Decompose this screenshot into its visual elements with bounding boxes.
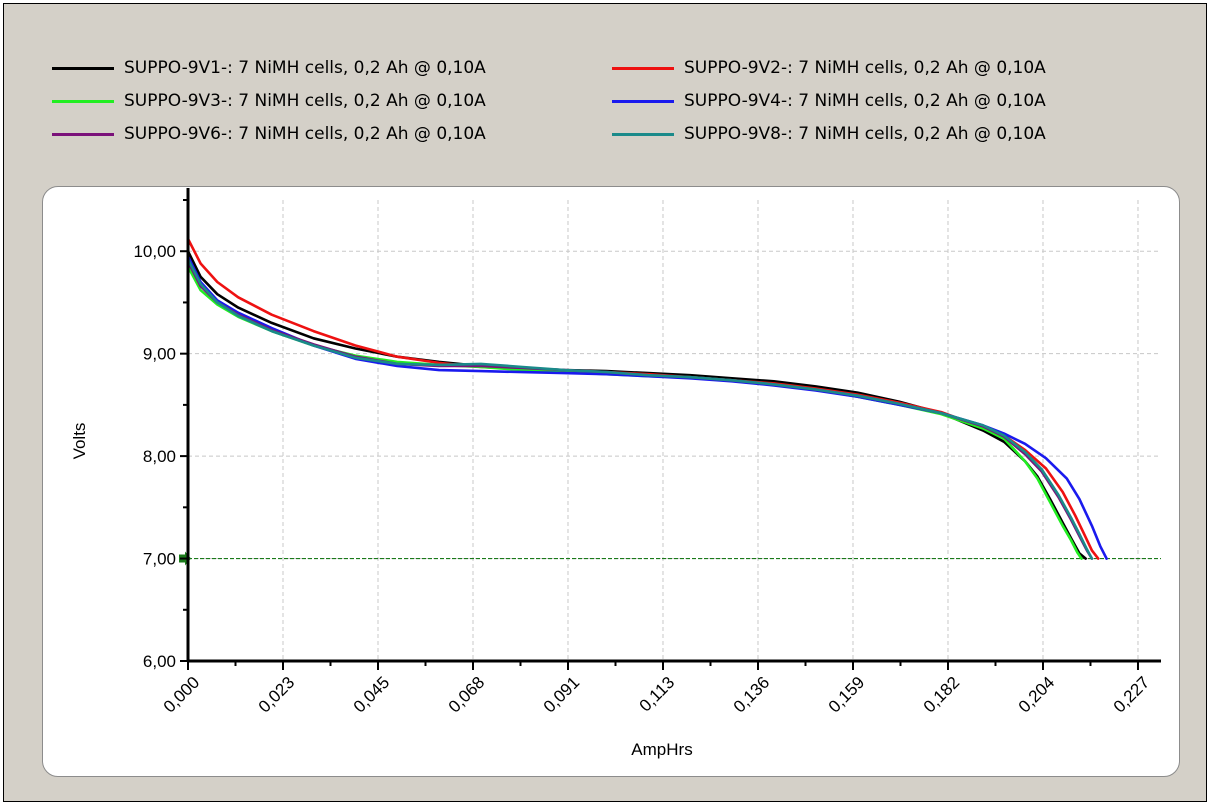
x-tick-label: 0,159 (825, 673, 869, 717)
legend-swatch-9v2 (612, 66, 674, 70)
y-tick-label: 10,00 (133, 242, 176, 261)
legend-item-9v2: SUPPO-9V2-: 7 NiMH cells, 0,2 Ah @ 0,10A (612, 54, 1046, 82)
chart-window: SUPPO-9V1-: 7 NiMH cells, 0,2 Ah @ 0,10A… (3, 3, 1207, 802)
x-tick-label: 0,000 (160, 673, 204, 717)
legend-swatch-9v1 (52, 66, 114, 70)
x-tick-label: 0,068 (445, 673, 489, 717)
legend-swatch-9v4 (612, 99, 674, 103)
x-tick-label: 0,023 (255, 673, 299, 717)
x-tick-label: 0,204 (1015, 673, 1059, 717)
series-line (186, 258, 1094, 560)
legend-label-9v1: SUPPO-9V1-: 7 NiMH cells, 0,2 Ah @ 0,10A (124, 58, 486, 78)
legend-swatch-9v3 (52, 99, 114, 103)
x-tick-label: 0,227 (1110, 673, 1154, 717)
legend-label-9v8: SUPPO-9V8-: 7 NiMH cells, 0,2 Ah @ 0,10A (684, 124, 1046, 144)
y-axis-title: Volts (70, 423, 89, 460)
series-layer (186, 237, 1108, 560)
series-line (186, 260, 1094, 560)
series-line (186, 237, 1100, 560)
legend-item-9v3: SUPPO-9V3-: 7 NiMH cells, 0,2 Ah @ 0,10A (52, 87, 486, 115)
legend-item-9v6: SUPPO-9V6-: 7 NiMH cells, 0,2 Ah @ 0,10A (52, 120, 486, 148)
series-line (186, 265, 1083, 560)
legend-label-9v6: SUPPO-9V6-: 7 NiMH cells, 0,2 Ah @ 0,10A (124, 124, 486, 144)
plot-frame: 6,00 7,00 8,00 9,00 10,00 0,000 0,023 0,045 0,06… (42, 186, 1180, 777)
legend-label-9v3: SUPPO-9V3-: 7 NiMH cells, 0,2 Ah @ 0,10A (124, 91, 486, 111)
x-tick-label: 0,113 (636, 673, 679, 716)
x-tick-label: 0,182 (920, 673, 964, 717)
y-tick-label: 9,00 (143, 345, 176, 364)
x-tick-label: 0,045 (350, 673, 394, 717)
legend-item-9v4: SUPPO-9V4-: 7 NiMH cells, 0,2 Ah @ 0,10A (612, 87, 1046, 115)
legend-swatch-9v8 (612, 132, 674, 136)
series-line (186, 255, 1108, 560)
y-tick-label: 7,00 (143, 550, 176, 569)
grid (188, 200, 1161, 661)
legend-swatch-9v6 (52, 132, 114, 136)
y-tick-label: 6,00 (143, 652, 176, 671)
axes: 6,00 7,00 8,00 9,00 10,00 0,000 0,023 0,045 0,06… (133, 188, 1161, 716)
x-axis-title: AmpHrs (631, 740, 692, 759)
legend-item-9v1: SUPPO-9V1-: 7 NiMH cells, 0,2 Ah @ 0,10A (52, 54, 486, 82)
x-tick-label: 0,136 (730, 673, 774, 717)
series-line (186, 249, 1087, 560)
legend-item-9v8: SUPPO-9V8-: 7 NiMH cells, 0,2 Ah @ 0,10A (612, 120, 1046, 148)
chart-svg: 6,00 7,00 8,00 9,00 10,00 0,000 0,023 0,045 0,06… (70, 188, 1161, 759)
legend: SUPPO-9V1-: 7 NiMH cells, 0,2 Ah @ 0,10A… (52, 54, 1202, 154)
legend-label-9v2: SUPPO-9V2-: 7 NiMH cells, 0,2 Ah @ 0,10A (684, 58, 1046, 78)
y-tick-label: 8,00 (143, 447, 176, 466)
legend-label-9v4: SUPPO-9V4-: 7 NiMH cells, 0,2 Ah @ 0,10A (684, 91, 1046, 111)
x-tick-label: 0,091 (540, 673, 584, 717)
cutoff-layer (179, 551, 1161, 566)
